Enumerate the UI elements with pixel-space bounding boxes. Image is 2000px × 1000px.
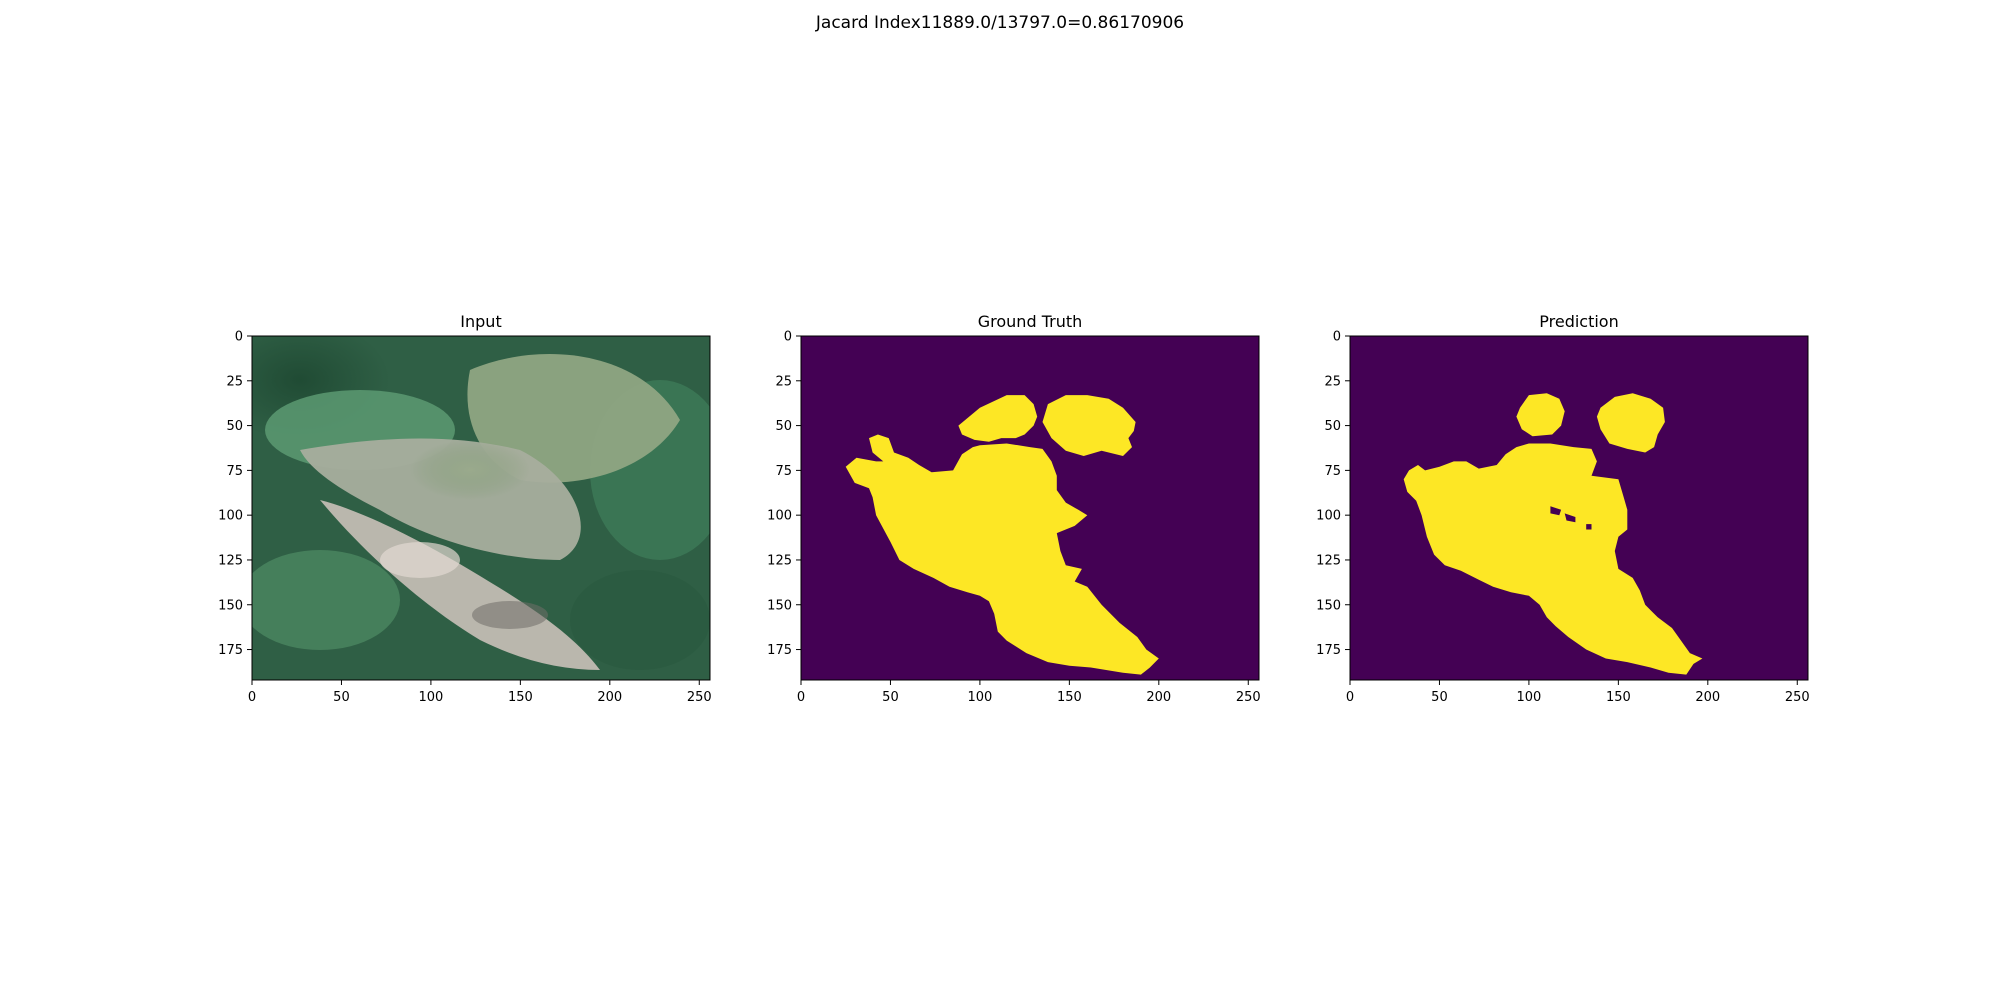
x-tick-label: 50 bbox=[882, 690, 899, 705]
x-tick-label: 200 bbox=[1146, 690, 1171, 705]
photo-green-leaf-bottom-right bbox=[570, 570, 710, 670]
photo-highlight bbox=[410, 440, 530, 500]
photo-lesion-2 bbox=[472, 601, 548, 629]
ticks-ground-truth: 0 50 100 150 200 250 0 25 50 75 100 125 150 175 bbox=[767, 330, 1261, 706]
mask-region-1 bbox=[958, 395, 1038, 442]
y-tick-label: 75 bbox=[775, 464, 792, 479]
mask-regions-prediction bbox=[1403, 393, 1703, 675]
photo-diseased-leaf-lower bbox=[320, 500, 600, 670]
x-tick-label: 250 bbox=[687, 690, 712, 705]
x-tick-label: 250 bbox=[1785, 690, 1810, 705]
mask-region-2 bbox=[1596, 393, 1665, 453]
y-tick-label: 125 bbox=[1316, 553, 1341, 568]
panel-title-ground-truth: Ground Truth bbox=[978, 312, 1083, 331]
ticks-prediction: 0 50 100 150 200 250 0 25 50 75 100 125 150 175 bbox=[1316, 330, 1810, 706]
y-tick-label: 125 bbox=[767, 553, 792, 568]
panel-ground-truth: Ground Truth 0 50 100 150 200 250 0 25 50 75 100 12… bbox=[767, 312, 1261, 705]
axes-frame-input bbox=[251, 335, 711, 681]
y-tick-label: 175 bbox=[767, 643, 792, 658]
y-tick-label: 150 bbox=[767, 598, 792, 613]
panel-title-input: Input bbox=[460, 312, 501, 331]
y-tick-label: 75 bbox=[226, 464, 243, 479]
y-tick-label: 150 bbox=[1316, 598, 1341, 613]
input-image bbox=[252, 336, 710, 680]
y-tick-label: 50 bbox=[775, 419, 792, 434]
photo-green-leaf-bottom-left bbox=[252, 550, 400, 650]
y-tick-label: 25 bbox=[1324, 374, 1341, 389]
x-tick-label: 150 bbox=[508, 690, 533, 705]
mask-region-3 bbox=[845, 434, 1159, 675]
mask-region-3 bbox=[1403, 443, 1703, 675]
y-tick-label: 100 bbox=[767, 509, 792, 524]
x-tick-label: 50 bbox=[1431, 690, 1448, 705]
x-tick-label: 250 bbox=[1236, 690, 1261, 705]
axes-frame-prediction bbox=[1349, 335, 1809, 681]
x-tick-label: 0 bbox=[797, 690, 805, 705]
x-tick-label: 0 bbox=[248, 690, 256, 705]
axes-frame-ground-truth bbox=[800, 335, 1260, 681]
y-tick-label: 25 bbox=[226, 374, 243, 389]
ticks-input: 0 50 100 150 200 250 0 25 50 75 100 125 150 175 bbox=[218, 330, 712, 706]
y-tick-label: 175 bbox=[218, 643, 243, 658]
mask-hole-3 bbox=[1586, 524, 1592, 530]
mask-hole-1 bbox=[1550, 506, 1562, 516]
y-tick-label: 175 bbox=[1316, 643, 1341, 658]
x-tick-label: 100 bbox=[418, 690, 443, 705]
x-tick-label: 200 bbox=[1695, 690, 1720, 705]
x-tick-label: 100 bbox=[1516, 690, 1541, 705]
y-tick-label: 125 bbox=[218, 553, 243, 568]
y-tick-label: 0 bbox=[235, 330, 243, 345]
y-tick-label: 75 bbox=[1324, 464, 1341, 479]
y-tick-label: 50 bbox=[226, 419, 243, 434]
x-tick-label: 100 bbox=[967, 690, 992, 705]
y-tick-label: 0 bbox=[784, 330, 792, 345]
panel-prediction: Prediction 0 50 100 150 200 250 0 25 50 75 100 125 1… bbox=[1316, 312, 1810, 705]
photo-lesion-1 bbox=[380, 542, 460, 578]
y-tick-label: 0 bbox=[1333, 330, 1341, 345]
y-tick-label: 100 bbox=[1316, 509, 1341, 524]
x-tick-label: 0 bbox=[1346, 690, 1354, 705]
y-tick-label: 25 bbox=[775, 374, 792, 389]
x-tick-label: 150 bbox=[1057, 690, 1082, 705]
x-tick-label: 200 bbox=[597, 690, 622, 705]
y-tick-label: 150 bbox=[218, 598, 243, 613]
mask-region-2 bbox=[1042, 395, 1136, 456]
mask-regions-ground-truth bbox=[845, 395, 1159, 675]
x-tick-label: 150 bbox=[1606, 690, 1631, 705]
figure-suptitle: Jacard Index11889.0/13797.0=0.86170906 bbox=[815, 13, 1184, 33]
mask-region-1 bbox=[1516, 393, 1565, 437]
y-tick-label: 50 bbox=[1324, 419, 1341, 434]
y-tick-label: 100 bbox=[218, 509, 243, 524]
x-tick-label: 50 bbox=[333, 690, 350, 705]
panel-title-prediction: Prediction bbox=[1539, 312, 1618, 331]
mask-hole-2 bbox=[1564, 513, 1576, 523]
panel-input: Input 0 50 100 150 200 250 0 25 50 75 100 125 150 175 bbox=[218, 312, 712, 706]
